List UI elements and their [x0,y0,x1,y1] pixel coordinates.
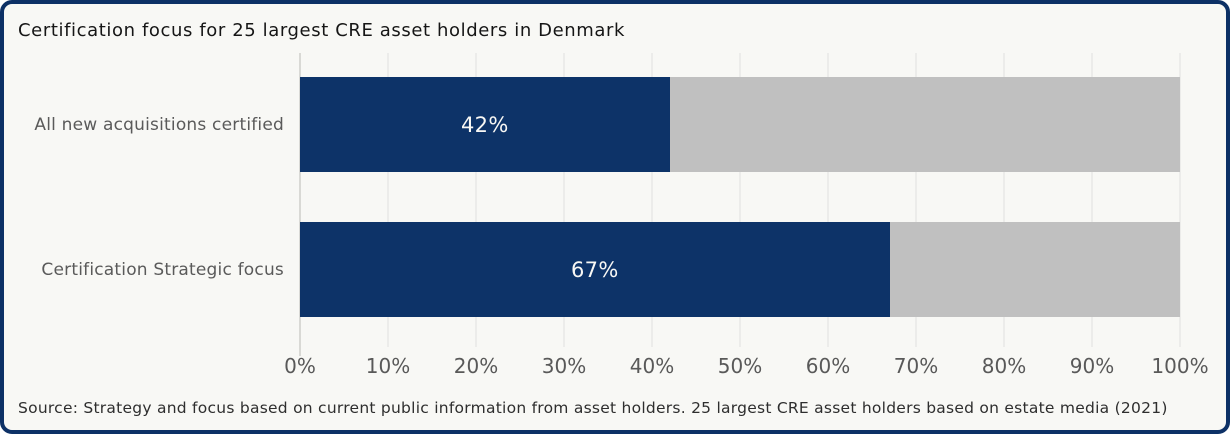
category-label: Certification Strategic focus [41,259,284,280]
gridline [387,53,389,347]
gridline [915,53,917,347]
x-tick-label: 20% [453,354,499,378]
x-tick-label: 30% [541,354,587,378]
gridline [563,53,565,347]
bar-fill: 67% [300,222,890,317]
gridline [651,53,653,347]
gridline [1003,53,1005,347]
x-tick-label: 90% [1069,354,1115,378]
source-note: Source: Strategy and focus based on curr… [18,399,1168,417]
x-tick-label: 100% [1151,354,1209,378]
bar-value-label: 67% [571,257,619,282]
gridline [739,53,741,347]
bar-remainder [669,77,1180,172]
bar-remainder [889,222,1180,317]
x-tick-label: 40% [629,354,675,378]
bar-value-label: 42% [461,112,509,137]
bar-row: 67% [300,222,1180,317]
gridline [1091,53,1093,347]
y-axis-line [299,53,301,356]
category-label: All new acquisitions certified [34,114,284,135]
x-tick-label: 0% [284,354,316,378]
gridline [475,53,477,347]
x-tick-label: 50% [717,354,763,378]
x-tick-label: 70% [893,354,939,378]
chart-title: Certification focus for 25 largest CRE a… [18,20,626,41]
gridline [827,53,829,347]
bar-fill: 42% [300,77,670,172]
chart-plot-area: 42% 67% [299,53,1181,356]
gridline [1179,53,1181,347]
x-tick-label: 80% [981,354,1027,378]
bar-row: 42% [300,77,1180,172]
x-tick-label: 10% [365,354,411,378]
x-tick-label: 60% [805,354,851,378]
